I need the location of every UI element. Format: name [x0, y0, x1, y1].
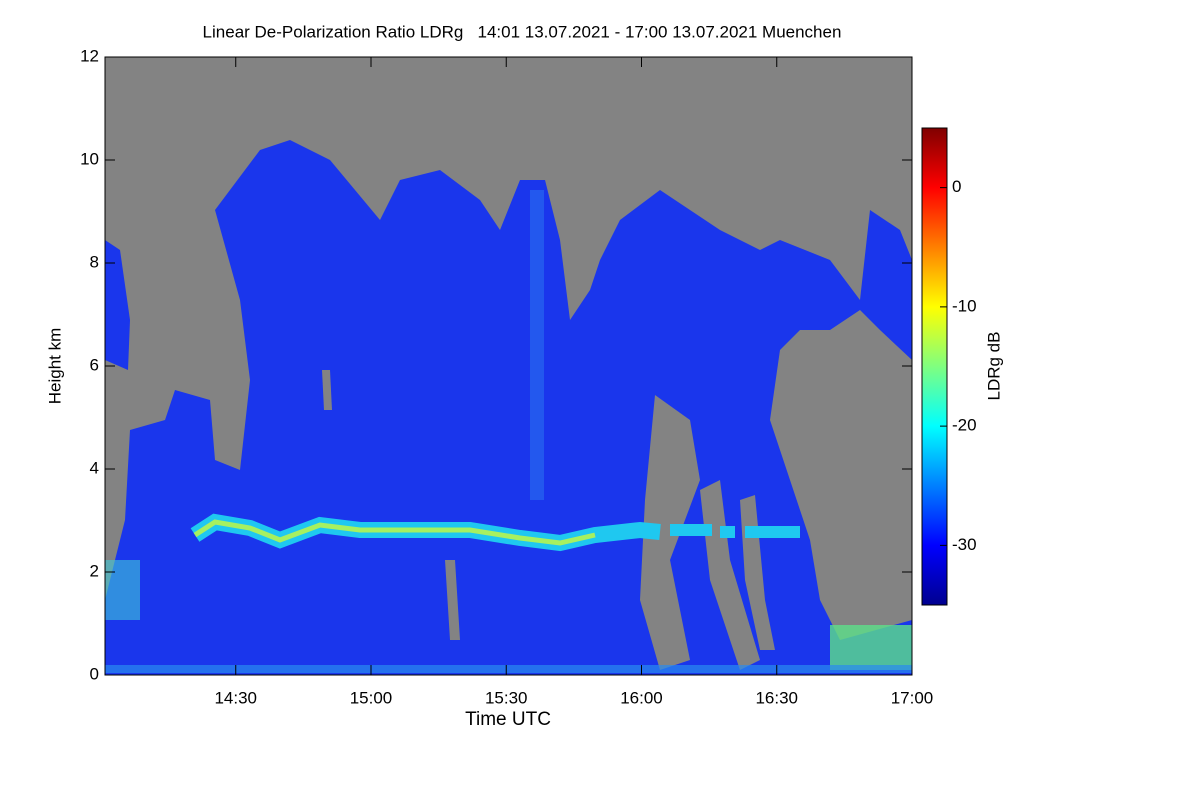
melting-layer-core	[193, 519, 596, 546]
x-tick-label: 17:00	[891, 688, 934, 707]
y-tick-label: 2	[90, 561, 99, 580]
y-tick-label: 10	[80, 149, 99, 168]
y-tick-label: 0	[90, 664, 99, 683]
y-axis-label: Height km	[45, 328, 64, 405]
y-tick-label: 4	[90, 458, 99, 477]
x-tick-label: 16:00	[620, 688, 663, 707]
colorbar-tick-label: -10	[952, 296, 977, 315]
y-tick-label: 6	[90, 355, 99, 374]
x-axis-label: Time UTC	[465, 709, 551, 730]
no-signal	[322, 370, 332, 410]
chart-title: Linear De-Polarization Ratio LDRg 14:01 …	[203, 22, 842, 41]
near-ground-noise	[830, 625, 912, 670]
near-ground-noise	[105, 665, 912, 673]
no-signal	[445, 560, 460, 640]
y-tick-label: 8	[90, 252, 99, 271]
streak	[530, 190, 544, 500]
colorbar-tick-label: 0	[952, 177, 961, 196]
colorbar-label: LDRg dB	[984, 332, 1003, 401]
no-signal	[700, 480, 760, 670]
cloud-region	[105, 240, 130, 370]
x-tick-label: 16:30	[755, 688, 798, 707]
y-tick-label: 12	[80, 46, 99, 65]
colorbar	[921, 127, 948, 606]
x-tick-label: 15:30	[485, 688, 528, 707]
field	[105, 57, 912, 675]
near-ground-noise	[105, 560, 140, 620]
x-tick-label: 14:30	[214, 688, 257, 707]
colorbar-tick-label: -30	[952, 535, 977, 554]
x-tick-label: 15:00	[350, 688, 393, 707]
colorbar-tick-label: -20	[952, 416, 977, 435]
